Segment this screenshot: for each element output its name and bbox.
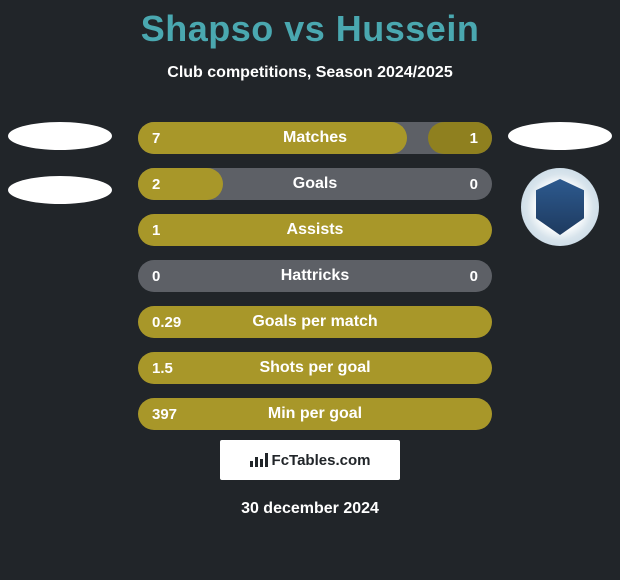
left-player-placeholders: [8, 122, 112, 230]
stat-value-left: 397: [152, 406, 177, 423]
stat-row: 7Matches1: [138, 122, 492, 154]
stat-row: 1.5Shots per goal: [138, 352, 492, 384]
stat-value-left: 2: [152, 176, 160, 193]
stat-row: 0.29Goals per match: [138, 306, 492, 338]
stat-label: Goals: [138, 175, 492, 193]
player1-avatar-placeholder: [8, 122, 112, 150]
subtitle: Club competitions, Season 2024/2025: [0, 64, 620, 82]
stat-label: Min per goal: [138, 405, 492, 423]
stat-row: 0Hattricks0: [138, 260, 492, 292]
stat-value-left: 0.29: [152, 314, 181, 331]
right-player-placeholders: [508, 122, 612, 246]
stat-label: Hattricks: [138, 267, 492, 285]
stat-value-right: 1: [470, 130, 478, 147]
fctables-label: FcTables.com: [272, 452, 371, 469]
shield-icon: [536, 179, 584, 235]
stat-label: Shots per goal: [138, 359, 492, 377]
stat-value-left: 1.5: [152, 360, 173, 377]
stat-label: Assists: [138, 221, 492, 239]
player2-team-crest: [521, 168, 599, 246]
stat-value-left: 0: [152, 268, 160, 285]
fctables-logo: FcTables.com: [220, 440, 400, 480]
stat-label: Goals per match: [138, 313, 492, 331]
stats-bars: 7Matches12Goals01Assists0Hattricks00.29G…: [138, 122, 492, 444]
stat-value-right: 0: [470, 268, 478, 285]
footer-date: 30 december 2024: [0, 500, 620, 518]
player1-team-placeholder: [8, 176, 112, 204]
stat-value-left: 7: [152, 130, 160, 147]
stat-row: 1Assists: [138, 214, 492, 246]
bar-chart-icon: [250, 453, 268, 467]
stat-label: Matches: [138, 129, 492, 147]
stat-value-right: 0: [470, 176, 478, 193]
page-title: Shapso vs Hussein: [0, 0, 620, 50]
stat-row: 397Min per goal: [138, 398, 492, 430]
player2-avatar-placeholder: [508, 122, 612, 150]
stat-value-left: 1: [152, 222, 160, 239]
stat-row: 2Goals0: [138, 168, 492, 200]
